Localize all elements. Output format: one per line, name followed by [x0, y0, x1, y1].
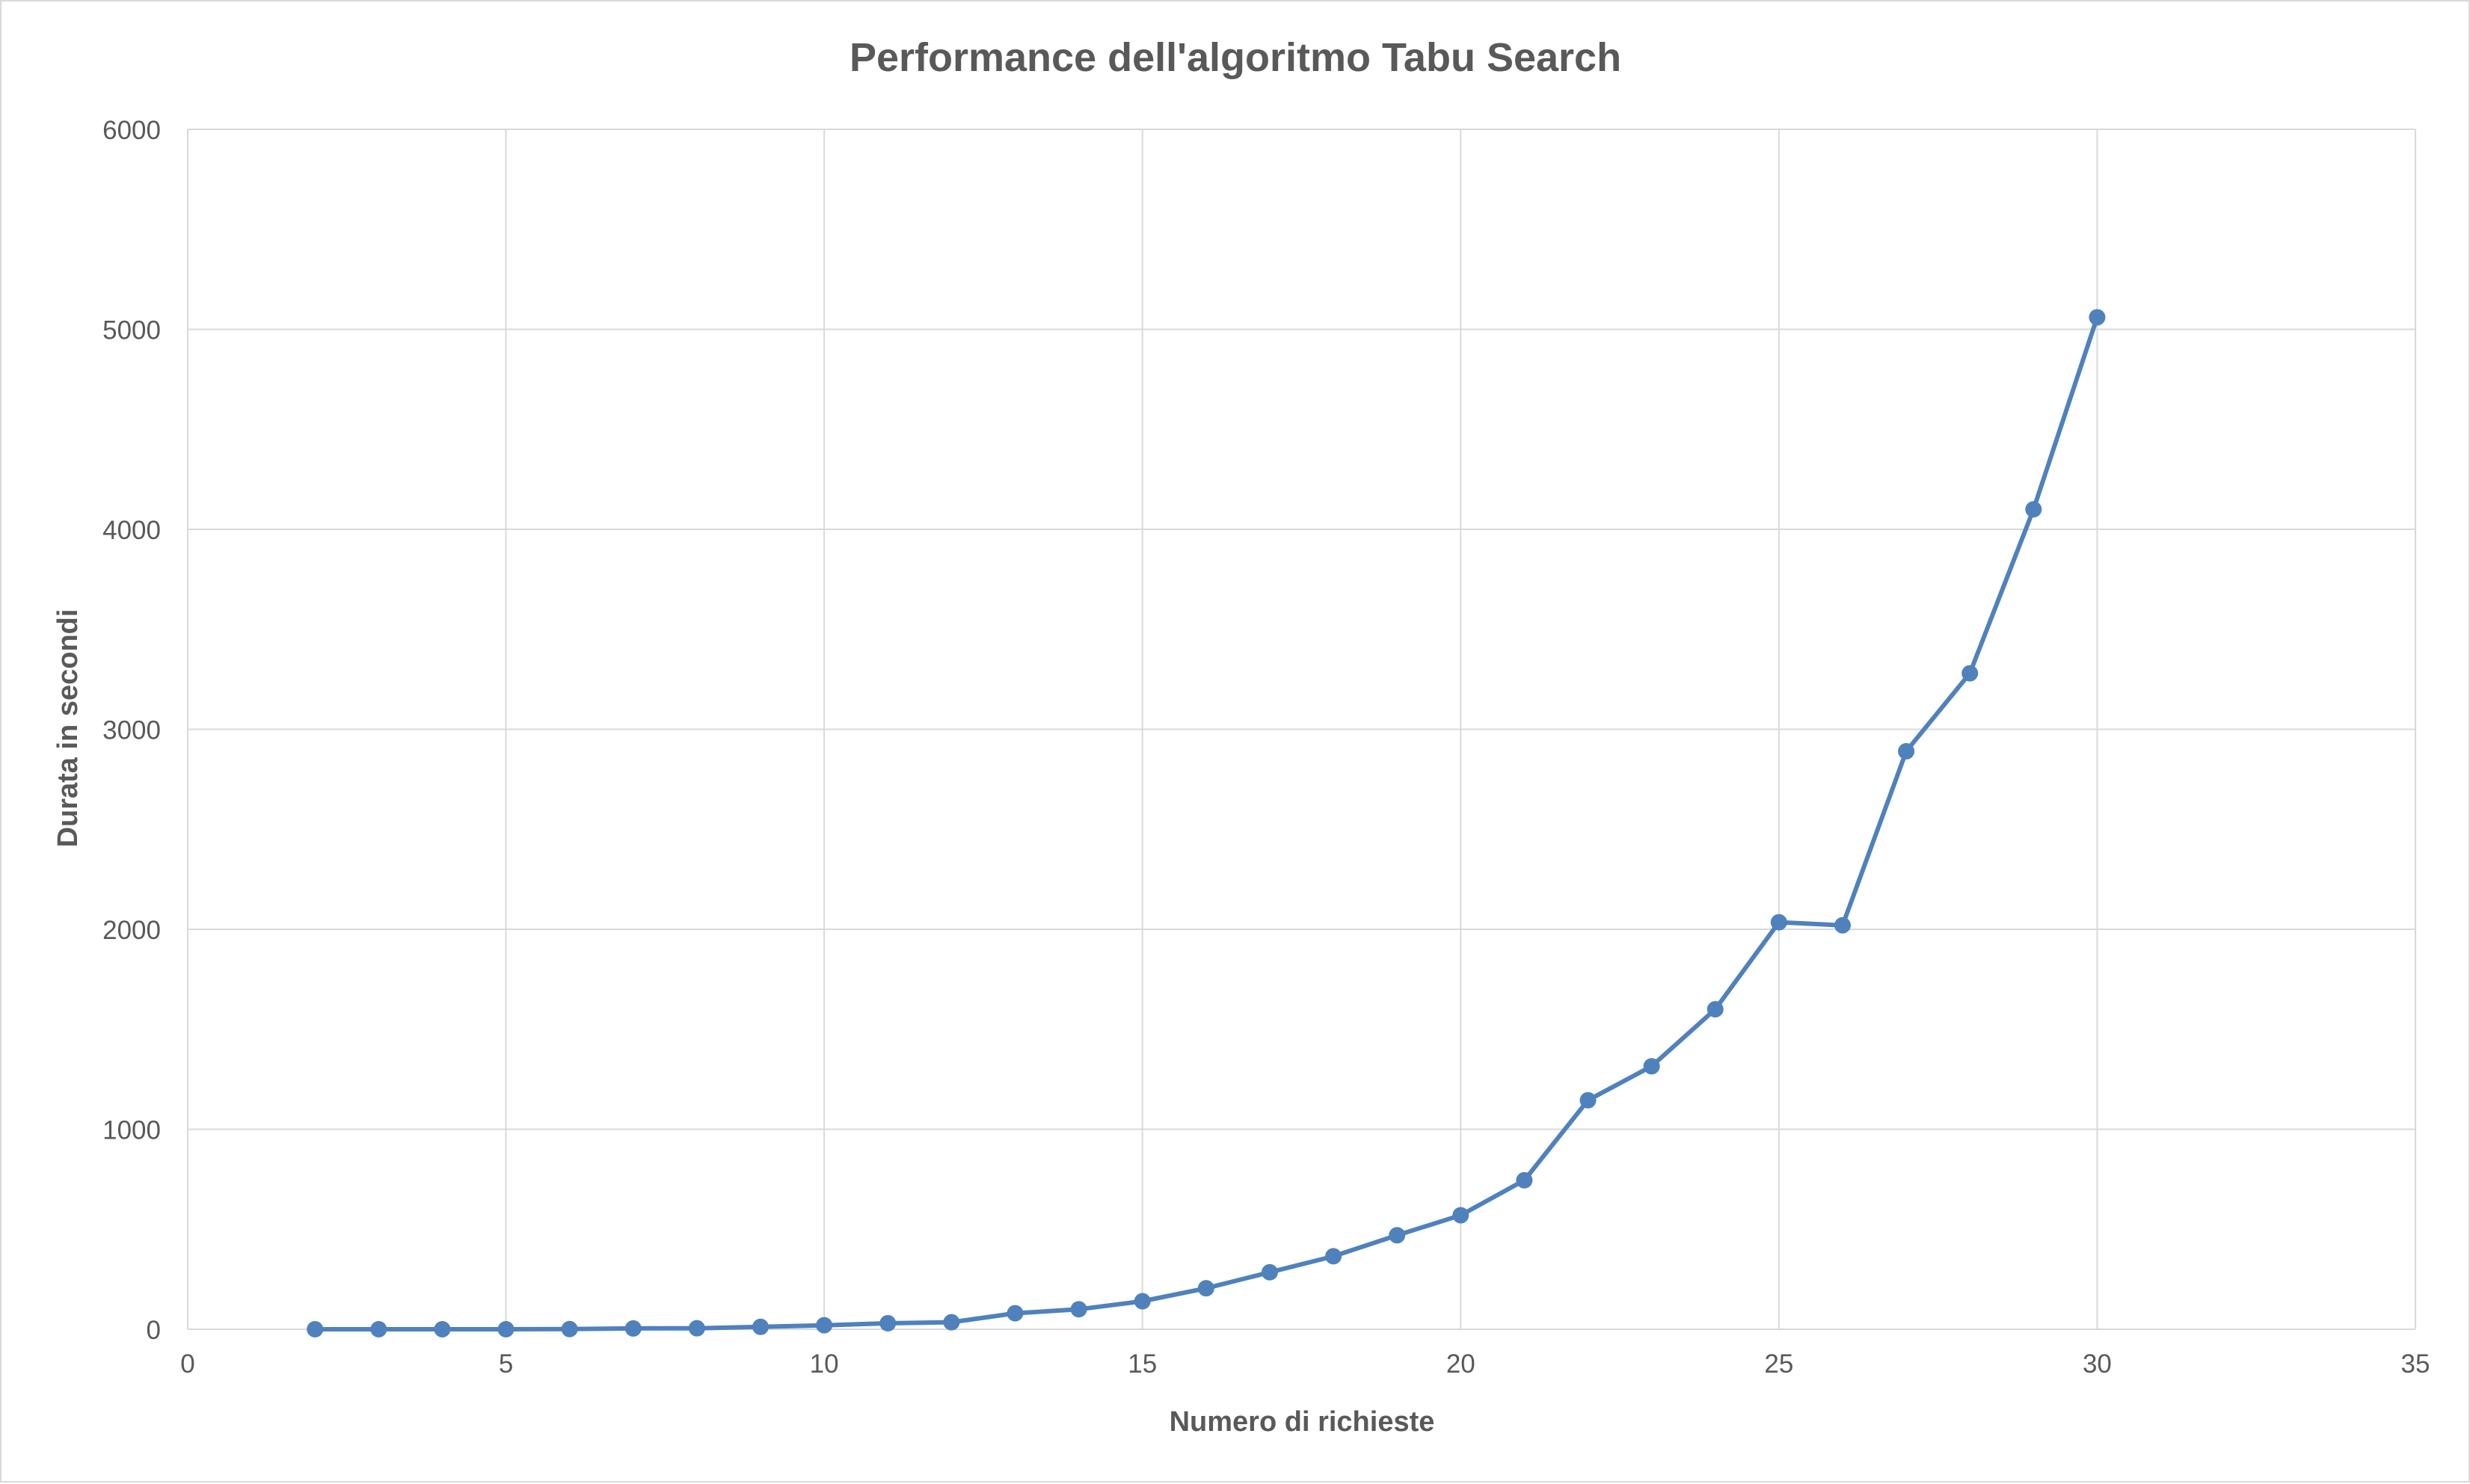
data-point [752, 1318, 769, 1335]
data-point [1770, 914, 1787, 931]
y-tick-label: 4000 [102, 516, 161, 545]
data-point [1007, 1305, 1024, 1322]
x-tick-label: 30 [2083, 1349, 2112, 1379]
x-axis-title: Numero di richieste [1170, 1406, 1435, 1438]
x-tick-label: 5 [499, 1349, 513, 1379]
data-point [624, 1320, 642, 1337]
data-point [2025, 501, 2042, 518]
y-tick-label: 0 [147, 1316, 161, 1345]
data-point [1070, 1301, 1087, 1318]
gridlines [188, 129, 2416, 1329]
series-line [313, 315, 2100, 1331]
data-point [1325, 1248, 1342, 1265]
data-point [370, 1321, 387, 1337]
x-tick-label: 15 [1128, 1349, 1157, 1379]
data-point [2089, 309, 2106, 326]
data-point [561, 1320, 578, 1337]
y-tick-label: 5000 [102, 316, 161, 345]
data-point [1389, 1227, 1406, 1244]
chart-title: Performance dell'algoritmo Tabu Search [850, 35, 1621, 80]
data-point [1197, 1280, 1214, 1297]
data-point [497, 1321, 514, 1337]
data-point [879, 1314, 897, 1331]
data-point [1643, 1058, 1660, 1075]
data-point [1579, 1092, 1597, 1109]
data-point [1134, 1293, 1151, 1310]
y-tick-label: 3000 [102, 716, 161, 745]
y-tick-label: 1000 [102, 1116, 161, 1145]
data-point [1961, 665, 1979, 682]
series-layer [307, 309, 2106, 1337]
y-tick-label: 6000 [102, 116, 161, 145]
data-point [1516, 1172, 1533, 1189]
data-point [688, 1320, 705, 1337]
x-tick-label: 20 [1446, 1349, 1475, 1379]
data-point [1706, 1001, 1724, 1017]
data-point [816, 1317, 833, 1334]
data-point [943, 1314, 960, 1331]
x-tick-label: 0 [180, 1349, 194, 1379]
x-tick-label: 35 [2401, 1349, 2430, 1379]
data-point [1898, 742, 1915, 760]
data-point [1261, 1263, 1278, 1281]
tick-labels: 0 1000 2000 3000 4000 5000 6000 0 5 10 15 20 25 30 35 [102, 116, 2430, 1379]
data-point [307, 1321, 324, 1337]
data-point [434, 1321, 451, 1337]
data-point [1834, 917, 1851, 934]
y-tick-label: 2000 [102, 916, 161, 945]
x-tick-label: 25 [1764, 1349, 1793, 1379]
y-axis-title: Durata in secondi [52, 609, 84, 848]
x-tick-label: 10 [810, 1349, 839, 1379]
data-point [1452, 1207, 1469, 1224]
